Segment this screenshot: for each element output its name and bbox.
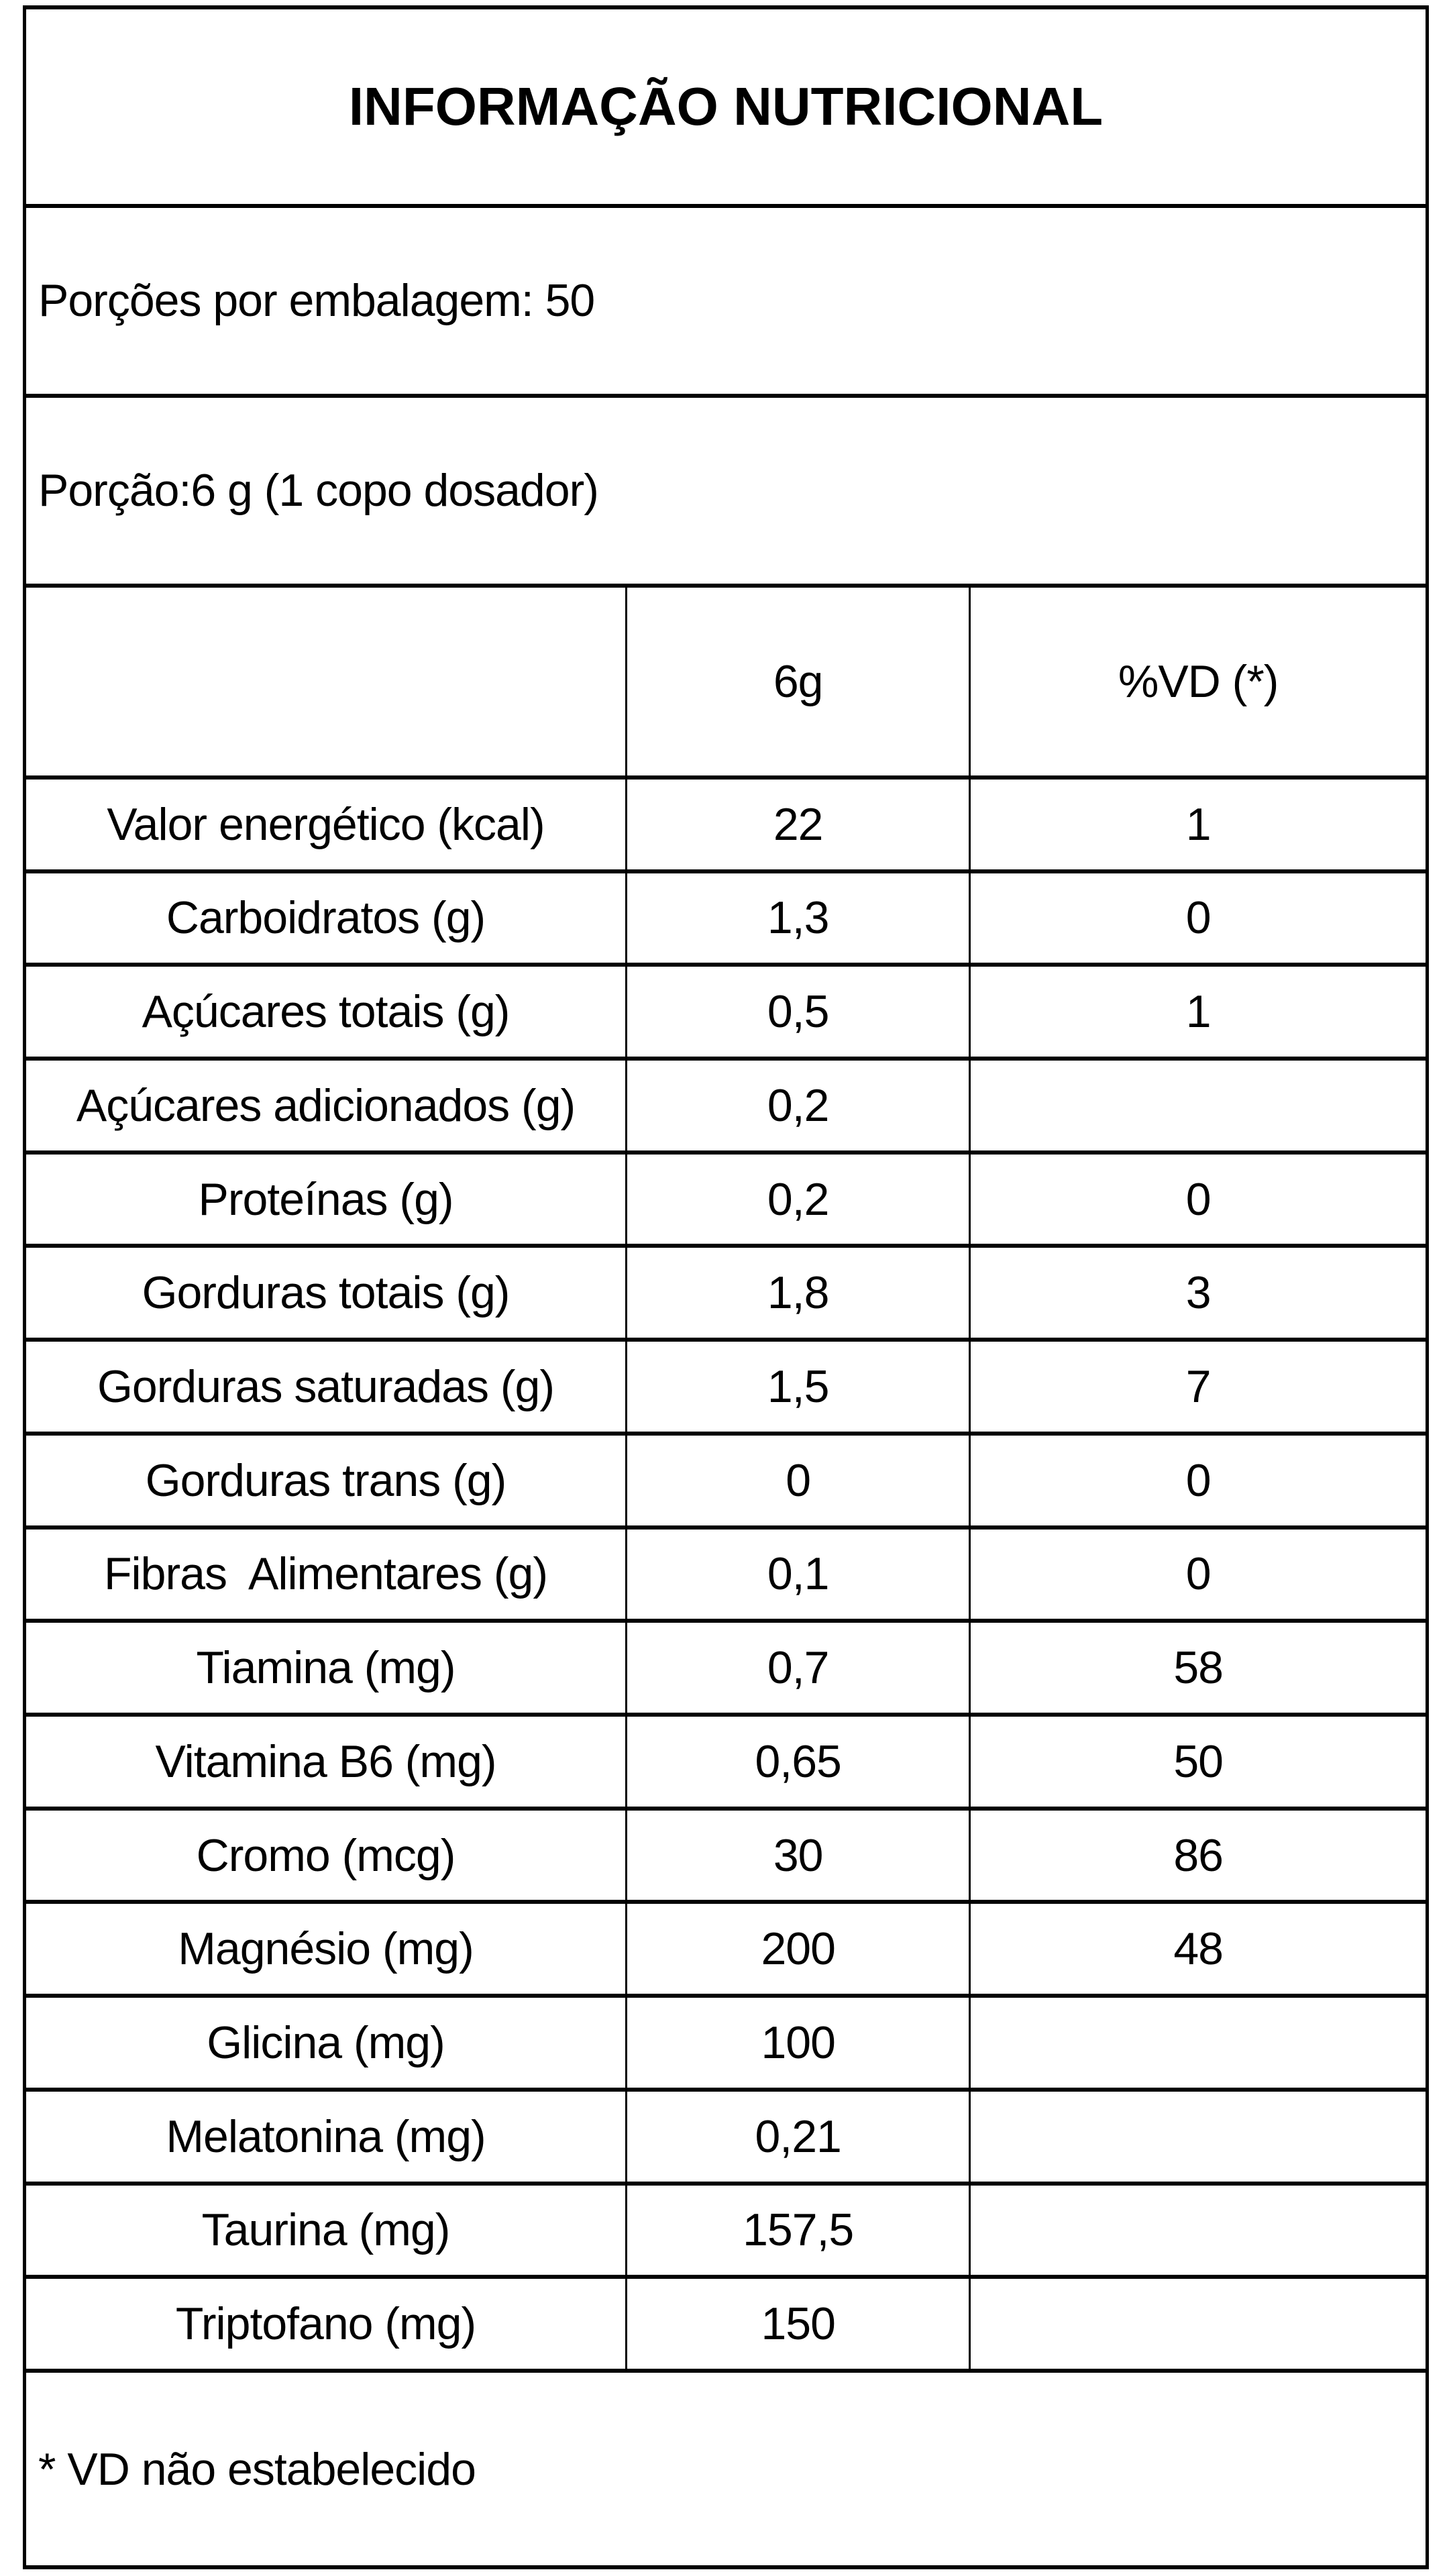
row-label: Fibras Alimentares (g) xyxy=(23,1525,628,1623)
table-row: Açúcares adicionados (g) 0,2 xyxy=(23,1056,1428,1155)
table-row: Vitamina B6 (mg) 0,65 50 xyxy=(23,1712,1428,1811)
row-label: Taurina (mg) xyxy=(23,2181,628,2279)
table-row: Melatonina (mg) 0,21 xyxy=(23,2087,1428,2186)
table-row: Valor energético (kcal) 22 1 xyxy=(23,775,1428,873)
column-header-row: 6g %VD (*) xyxy=(23,583,1428,780)
table-row: Proteínas (g) 0,2 0 xyxy=(23,1150,1428,1248)
row-amount: 0,2 xyxy=(625,1056,971,1155)
servings-per-package: Porções por embalagem: 50 xyxy=(23,204,1428,398)
table-title: INFORMAÇÃO NUTRICIONAL xyxy=(23,5,1428,209)
table-row: Carboidratos (g) 1,3 0 xyxy=(23,869,1428,967)
row-vd: 1 xyxy=(969,775,1428,873)
title-row: INFORMAÇÃO NUTRICIONAL xyxy=(23,5,1428,209)
table-row: Triptofano (mg) 150 xyxy=(23,2275,1428,2373)
row-label: Valor energético (kcal) xyxy=(23,775,628,873)
nutrient-column-header xyxy=(23,583,628,780)
row-amount: 0,5 xyxy=(625,963,971,1061)
table-row: Fibras Alimentares (g) 0,1 0 xyxy=(23,1525,1428,1623)
row-label: Vitamina B6 (mg) xyxy=(23,1712,628,1811)
row-vd: 0 xyxy=(969,1431,1428,1529)
row-vd: 0 xyxy=(969,1150,1428,1248)
row-label: Gorduras totais (g) xyxy=(23,1244,628,1342)
row-label: Gorduras saturadas (g) xyxy=(23,1338,628,1436)
row-amount: 0,65 xyxy=(625,1712,971,1811)
row-vd xyxy=(969,1994,1428,2092)
row-vd: 7 xyxy=(969,1338,1428,1436)
row-amount: 150 xyxy=(625,2275,971,2373)
row-vd: 3 xyxy=(969,1244,1428,1342)
row-amount: 30 xyxy=(625,1806,971,1904)
row-label: Cromo (mcg) xyxy=(23,1806,628,1904)
servings-row: Porções por embalagem: 50 xyxy=(23,204,1428,398)
row-vd: 1 xyxy=(969,963,1428,1061)
row-label: Tiamina (mg) xyxy=(23,1619,628,1717)
table-row: Gorduras trans (g) 0 0 xyxy=(23,1431,1428,1529)
table-row: Glicina (mg) 100 xyxy=(23,1994,1428,2092)
row-vd xyxy=(969,2275,1428,2373)
serving-size-row: Porção:6 g (1 copo dosador) xyxy=(23,393,1428,588)
table-row: Taurina (mg) 157,5 xyxy=(23,2181,1428,2279)
row-amount: 1,5 xyxy=(625,1338,971,1436)
row-label: Carboidratos (g) xyxy=(23,869,628,967)
row-amount: 0,2 xyxy=(625,1150,971,1248)
row-vd: 48 xyxy=(969,1900,1428,1998)
row-vd xyxy=(969,2087,1428,2186)
serving-size: Porção:6 g (1 copo dosador) xyxy=(23,393,1428,588)
row-amount: 1,3 xyxy=(625,869,971,967)
row-label: Açúcares adicionados (g) xyxy=(23,1056,628,1155)
row-vd xyxy=(969,1056,1428,1155)
amount-column-header: 6g xyxy=(625,583,971,780)
row-amount: 1,8 xyxy=(625,1244,971,1342)
table-row: Açúcares totais (g) 0,5 1 xyxy=(23,963,1428,1061)
vd-footnote: * VD não estabelecido xyxy=(23,2369,1428,2569)
nutrition-facts-table: INFORMAÇÃO NUTRICIONAL Porções por embal… xyxy=(23,5,1429,2569)
row-amount: 0,21 xyxy=(625,2087,971,2186)
row-vd xyxy=(969,2181,1428,2279)
table-row: Magnésio (mg) 200 48 xyxy=(23,1900,1428,1998)
row-label: Magnésio (mg) xyxy=(23,1900,628,1998)
row-vd: 0 xyxy=(969,1525,1428,1623)
row-amount: 200 xyxy=(625,1900,971,1998)
footnote-row: * VD não estabelecido xyxy=(23,2369,1428,2569)
row-vd: 86 xyxy=(969,1806,1428,1904)
row-label: Triptofano (mg) xyxy=(23,2275,628,2373)
table-row: Gorduras saturadas (g) 1,5 7 xyxy=(23,1338,1428,1436)
row-label: Glicina (mg) xyxy=(23,1994,628,2092)
vd-column-header: %VD (*) xyxy=(969,583,1428,780)
row-vd: 0 xyxy=(969,869,1428,967)
row-amount: 157,5 xyxy=(625,2181,971,2279)
row-vd: 50 xyxy=(969,1712,1428,1811)
row-amount: 100 xyxy=(625,1994,971,2092)
table-row: Cromo (mcg) 30 86 xyxy=(23,1806,1428,1904)
table-row: Tiamina (mg) 0,7 58 xyxy=(23,1619,1428,1717)
row-amount: 0,1 xyxy=(625,1525,971,1623)
row-label: Proteínas (g) xyxy=(23,1150,628,1248)
row-vd: 58 xyxy=(969,1619,1428,1717)
nutrition-rows: Valor energético (kcal) 22 1 Carboidratos (… xyxy=(23,775,1428,2373)
row-label: Açúcares totais (g) xyxy=(23,963,628,1061)
row-label: Melatonina (mg) xyxy=(23,2087,628,2186)
row-amount: 0,7 xyxy=(625,1619,971,1717)
row-label: Gorduras trans (g) xyxy=(23,1431,628,1529)
table-row: Gorduras totais (g) 1,8 3 xyxy=(23,1244,1428,1342)
row-amount: 0 xyxy=(625,1431,971,1529)
row-amount: 22 xyxy=(625,775,971,873)
